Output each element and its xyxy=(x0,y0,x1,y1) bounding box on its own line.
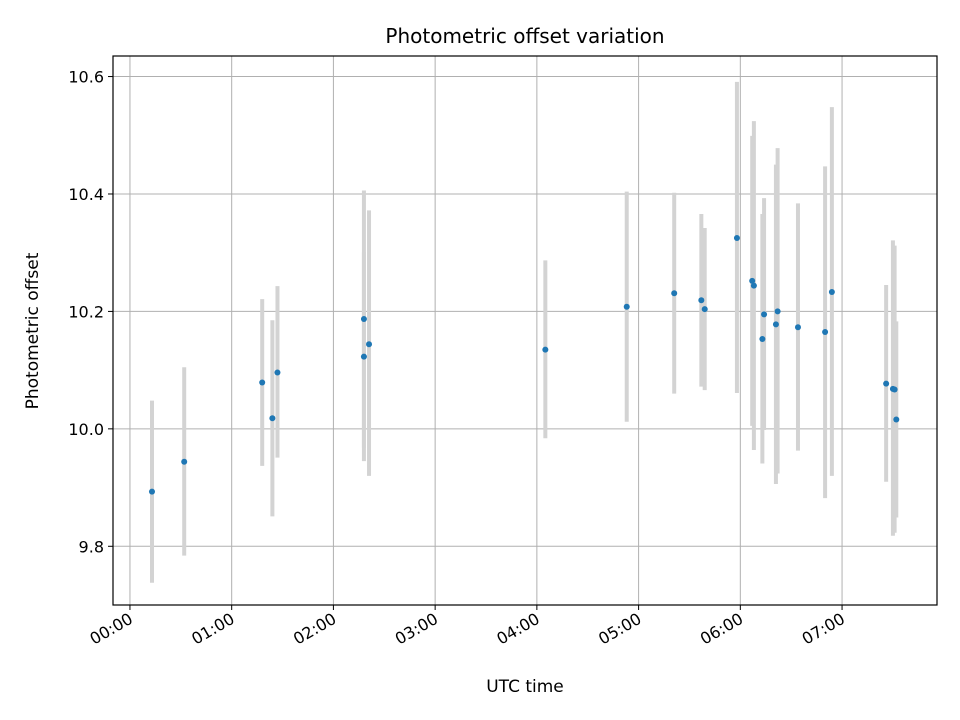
y-tick-label: 9.8 xyxy=(79,537,104,556)
data-point xyxy=(774,308,781,315)
data-point xyxy=(148,488,155,495)
data-point xyxy=(828,289,835,296)
plot-frame xyxy=(112,55,938,606)
data-point xyxy=(701,306,708,313)
data-point xyxy=(360,316,367,323)
data-point xyxy=(259,379,266,386)
y-axis-ticks: 9.8 10.0 10.2 10.4 10.6 xyxy=(68,68,113,556)
data-point xyxy=(761,311,768,318)
data-point xyxy=(698,297,705,304)
data-point xyxy=(772,321,779,328)
y-tick-label: 10.6 xyxy=(68,68,104,87)
data-point xyxy=(794,324,801,331)
data-point xyxy=(891,386,898,393)
data-point xyxy=(733,235,740,242)
data-point xyxy=(750,282,757,289)
data-point xyxy=(749,277,756,284)
data-point xyxy=(623,303,630,310)
data-point xyxy=(759,336,766,343)
y-tick-label: 10.4 xyxy=(68,185,104,204)
data-point xyxy=(269,415,276,422)
x-axis-label: UTC time xyxy=(486,677,564,697)
data-point xyxy=(883,380,890,387)
y-tick-label: 10.2 xyxy=(68,302,104,321)
data-point xyxy=(822,328,829,335)
data-point xyxy=(893,416,900,423)
y-tick-label: 10.0 xyxy=(68,420,104,439)
data-point xyxy=(671,290,678,297)
data-point xyxy=(181,458,188,465)
y-axis-label: Photometric offset xyxy=(23,252,43,409)
data-point xyxy=(542,346,549,353)
data-point xyxy=(274,369,281,376)
data-point xyxy=(360,353,367,360)
data-points xyxy=(148,235,900,495)
data-point xyxy=(366,341,373,348)
chart-title: Photometric offset variation xyxy=(385,24,664,48)
